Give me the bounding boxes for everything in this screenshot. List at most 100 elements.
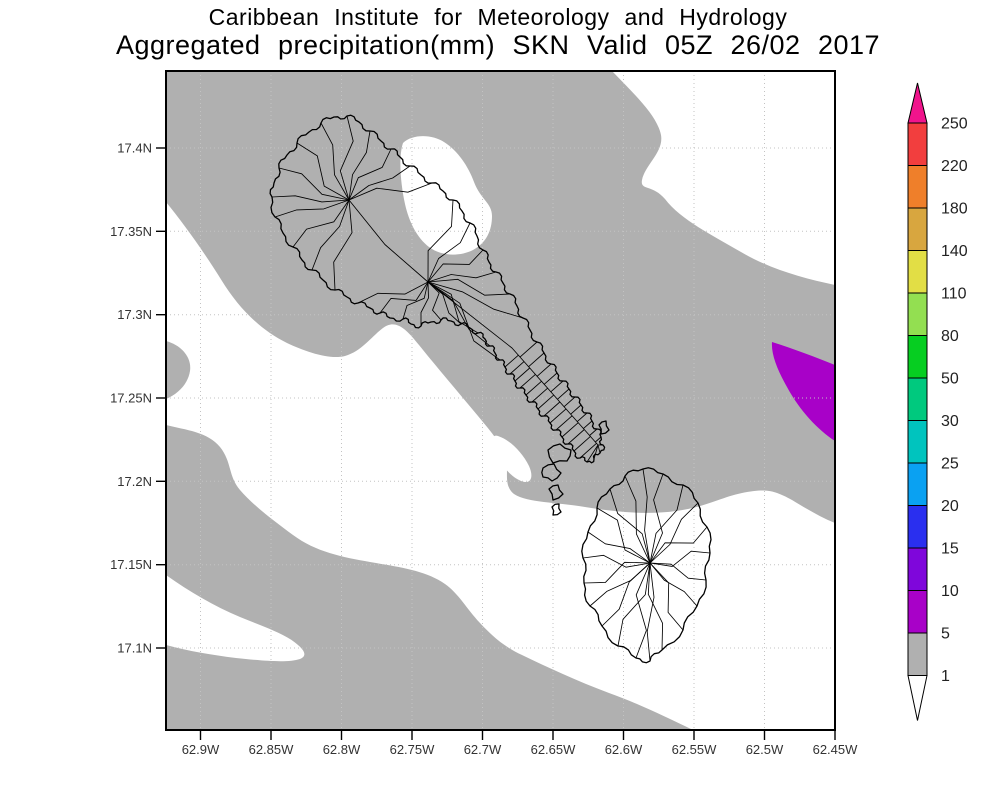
map-frame [165, 70, 836, 731]
colorbar-segment [907, 292, 928, 336]
drainage-rib [593, 444, 599, 460]
drainage-rib [567, 429, 585, 445]
drainage-line [420, 281, 429, 326]
drainage-line [649, 562, 684, 631]
figure-title-product: Aggregated precipitation(mm) SKN Valid 0… [116, 30, 880, 60]
colorbar-tick-label: 20 [941, 498, 959, 515]
colorbar-tick-label: 140 [941, 243, 968, 260]
y-axis-label: 17.15N [110, 557, 152, 572]
peninsula-islet [541, 463, 562, 482]
drainage-line [427, 222, 471, 283]
colorbar: 250 220 180 140 110 80 50 30 25 20 15 10 5 1 [907, 82, 968, 721]
drainage-line [646, 562, 655, 662]
drainage-line [278, 167, 350, 201]
drainage-line [589, 562, 651, 607]
precip-region-below-1mm-west-of-peninsula [492, 435, 532, 483]
x-axis-label: 62.85W [249, 742, 295, 757]
drainage-rib [563, 396, 576, 408]
colorbar-tick-label: 15 [941, 541, 959, 558]
peninsula-islet [548, 484, 564, 501]
drainage-line [647, 562, 664, 651]
colorbar-tick-label: 80 [941, 328, 959, 345]
drainage-line [596, 507, 651, 564]
y-axis-label: 17.4N [117, 141, 152, 156]
drainage-line [348, 148, 392, 201]
drainage-rib [586, 444, 599, 463]
colorbar-tick-label: 180 [941, 201, 968, 218]
drainage-rib [583, 420, 593, 429]
drainage-line [348, 165, 411, 201]
drainage-rib [519, 341, 538, 358]
drainage-line [624, 475, 651, 564]
x-axis-label: 62.75W [390, 742, 436, 757]
drainage-line [649, 562, 707, 581]
drainage-main-ridge [348, 199, 599, 446]
drainage-line [635, 562, 651, 659]
precip-region-1-5mm-west-edge-blob [166, 341, 191, 399]
colorbar-segment [907, 632, 928, 676]
drainage-line [649, 502, 699, 564]
colorbar-segment [907, 165, 928, 209]
colorbar-tick-label: 50 [941, 371, 959, 388]
precip-region-5-10mm-east-patch [771, 342, 835, 441]
colorbar-tick-label: 5 [941, 626, 950, 643]
x-axis-label: 62.6W [605, 742, 643, 757]
colorbar-segment [907, 250, 928, 294]
y-axis-label: 17.35N [110, 224, 152, 239]
drainage-rib [570, 404, 582, 415]
drainage-rib [536, 363, 552, 377]
drainage-line [271, 195, 350, 203]
drainage-line [296, 142, 350, 201]
colorbar-tick-label: 10 [941, 583, 959, 600]
precip-region-below-1mm-top-right [612, 71, 835, 285]
colorbar-segment [907, 505, 928, 549]
colorbar-tick-label: 250 [941, 116, 968, 133]
peninsula-islet [547, 443, 572, 464]
x-axis-label: 62.45W [813, 742, 859, 757]
y-axis-label: 17.2N [117, 474, 152, 489]
drainage-rib [597, 444, 601, 454]
drainage-rib [561, 422, 579, 438]
colorbar-tick-label: 1 [941, 668, 950, 685]
drainage-line [292, 199, 350, 248]
drainage-line [348, 182, 433, 201]
drainage-line [427, 281, 442, 321]
colorbar-tick-label: 25 [941, 456, 959, 473]
drainage-rib [531, 387, 548, 403]
colorbar-segment [907, 377, 928, 421]
drainage-line [274, 199, 350, 218]
drainage-rib [504, 354, 519, 368]
drainage-rib [577, 412, 588, 422]
drainage-rib [573, 436, 591, 452]
y-axis-label: 17.25N [110, 391, 152, 406]
drainage-rib [550, 380, 564, 393]
drainage-line [357, 281, 429, 304]
drainage-line [402, 281, 429, 320]
drainage-line [333, 199, 353, 291]
drainage-line [427, 281, 501, 361]
colorbar-tick-label: 110 [941, 286, 967, 303]
drainage-line [582, 554, 651, 568]
drainage-rib [543, 372, 558, 385]
drainage-line [649, 526, 708, 564]
drainage-line [427, 281, 524, 319]
x-axis-label: 62.8W [323, 742, 361, 757]
colorbar-segment [907, 420, 928, 464]
colorbar-segment [907, 335, 928, 379]
colorbar-arrow-up [907, 82, 928, 124]
drainage-line [649, 550, 711, 567]
colorbar-tick-label: 220 [941, 158, 968, 175]
islands-st-kitts-and-nevis [269, 114, 712, 664]
drainage-rib [555, 415, 573, 431]
peninsula-islet [598, 420, 610, 435]
drainage-rib [519, 374, 536, 389]
drainage-line [427, 271, 497, 283]
drainage-line [649, 473, 664, 564]
x-axis-label: 62.7W [464, 742, 502, 757]
drainage-rib [589, 428, 598, 436]
axes: 17.4N 17.35N 17.3N 17.25N 17.2N 17.15N 17.1N 62… [110, 141, 858, 758]
drainage-line [427, 249, 484, 283]
drainage-line [609, 488, 651, 564]
drainage-rib [528, 352, 545, 368]
